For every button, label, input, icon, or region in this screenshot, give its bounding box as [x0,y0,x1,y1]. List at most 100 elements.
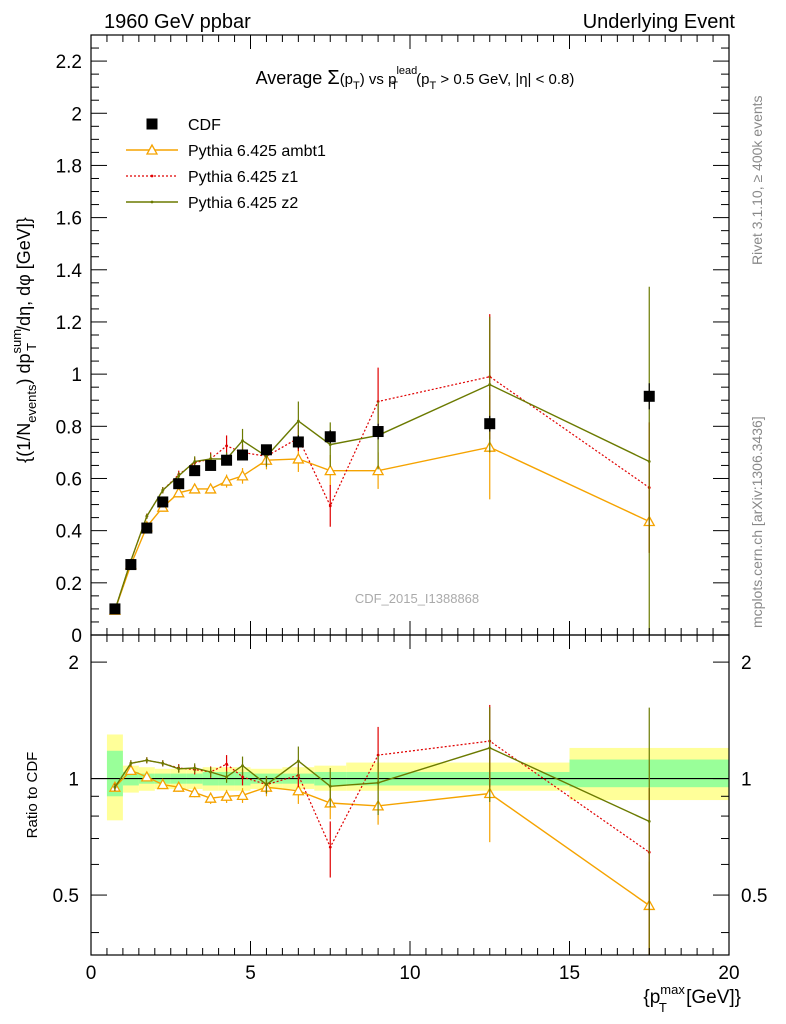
legend-item-z2: Pythia 6.425 z2 [126,195,298,212]
main-y-tick-label: 0.6 [56,469,82,490]
main-point [372,426,384,438]
ratio-y-tick-label-left: 1 [68,770,79,791]
ratio-point [145,758,149,762]
ratio-point [204,791,217,803]
header-right: Underlying Event [583,11,736,33]
ratio-point [161,761,165,765]
xlabel: {pmax T [GeV]} [643,982,741,1015]
main-y-tick-label: 1.8 [56,156,82,177]
main-series-layer [108,286,656,635]
ratio-point [376,753,380,757]
ratio-point [113,785,117,789]
ratio-point [376,781,380,785]
main-point [220,474,233,486]
ratio-point [140,770,153,782]
ratio-point [292,784,305,796]
main-point [324,464,337,476]
main-point [292,452,305,464]
legend-label: Pythia 6.425 ambt1 [188,143,326,160]
axes-layer: 0 5 10 15 20 0 0.2 0.4 0.6 0.8 1 1.2 1.4 1.6 1.8 2 2.2 0.… [53,34,767,984]
ratio-y-tick-label-left: 0.5 [53,886,79,907]
main-point [296,419,300,423]
ratio-point [156,778,169,790]
watermark: CDF_2015_I1388868 [355,591,479,606]
ratio-point [647,820,651,823]
legend-item-data: CDF [146,117,221,134]
main-point [237,449,249,461]
main-point [125,559,137,571]
ratio-uncertainty-bands [106,734,729,821]
main-point [328,504,332,508]
legend-marker [146,118,158,130]
main-point [189,465,201,477]
ratio-point [129,761,133,765]
main-point [209,457,213,461]
main-point [193,460,197,463]
main-y-tick-label: 2 [71,104,82,125]
main-series-data [109,383,655,615]
main-point [161,488,165,492]
main-point [292,436,304,448]
main-y-tick-label: 1.6 [56,209,82,230]
main-point [141,522,153,534]
x-tick-label: 10 [399,963,420,984]
main-series-z2 [113,286,651,635]
ratio-point [236,789,249,801]
main-point [324,431,336,443]
main-point [173,478,185,490]
ratio-point [209,770,213,774]
legend-label: Pythia 6.425 z2 [188,195,298,212]
main-point [157,496,169,508]
main-point [647,460,651,463]
main-point [188,482,201,494]
ratio-point [265,783,268,786]
x-tick-label: 0 [86,963,97,984]
ratio-series-z2 [113,707,651,955]
main-point [236,469,249,481]
main-y-tick-label: 1.2 [56,313,82,334]
legend: CDF Pythia 6.425 ambt1 Pythia 6.425 z1 Pyth… [126,117,326,212]
main-point [205,459,217,471]
ratio-point [328,845,332,849]
ratio-point [488,746,492,750]
ratio-point [172,780,185,792]
x-tick-label: 5 [245,963,256,984]
x-tick-label: 15 [559,963,580,984]
main-ylabel: {(1/Nevents) dpsumT/dη, dφ [GeV]} [9,217,39,463]
main-point [221,454,233,466]
ratio-point [220,789,233,801]
main-point [643,390,655,402]
main-point [265,454,268,458]
main-frame [90,34,730,636]
main-y-tick-label: 1 [71,365,82,386]
main-y-tick-label: 0.2 [56,574,82,595]
legend-label: CDF [188,117,221,134]
legend-item-ambt1: Pythia 6.425 ambt1 [126,143,326,160]
ratio-point [177,767,181,771]
ratio-point [241,764,244,768]
main-point [241,439,244,443]
main-y-tick-label: 1.4 [56,261,83,282]
legend-marker [145,143,159,155]
main-title: Average Σ(pT) vs plead T (pT > 0.5 GeV, |… [256,65,575,92]
ratio-point [296,759,300,763]
legend-marker [150,174,154,178]
ratio-point [193,766,197,770]
ratio-point [225,775,228,779]
header-left: 1960 GeV ppbar [104,11,251,33]
ratio-y-tick-label-left: 2 [68,653,79,674]
main-y-tick-label: 0 [71,626,82,647]
main-point [328,443,332,446]
rivet-label: Rivet 3.1.10, ≥ 400k events [749,95,765,265]
main-point [109,603,121,615]
ratio-point [241,775,244,779]
ratio-point [225,762,228,766]
ratio-y-tick-label-right: 0.5 [741,886,767,907]
main-point [225,444,228,448]
main-point [145,514,149,518]
ratio-point [328,784,332,788]
main-y-tick-label: 2.2 [56,52,82,73]
main-point [177,474,181,478]
main-y-tick-label: 0.4 [56,522,83,543]
